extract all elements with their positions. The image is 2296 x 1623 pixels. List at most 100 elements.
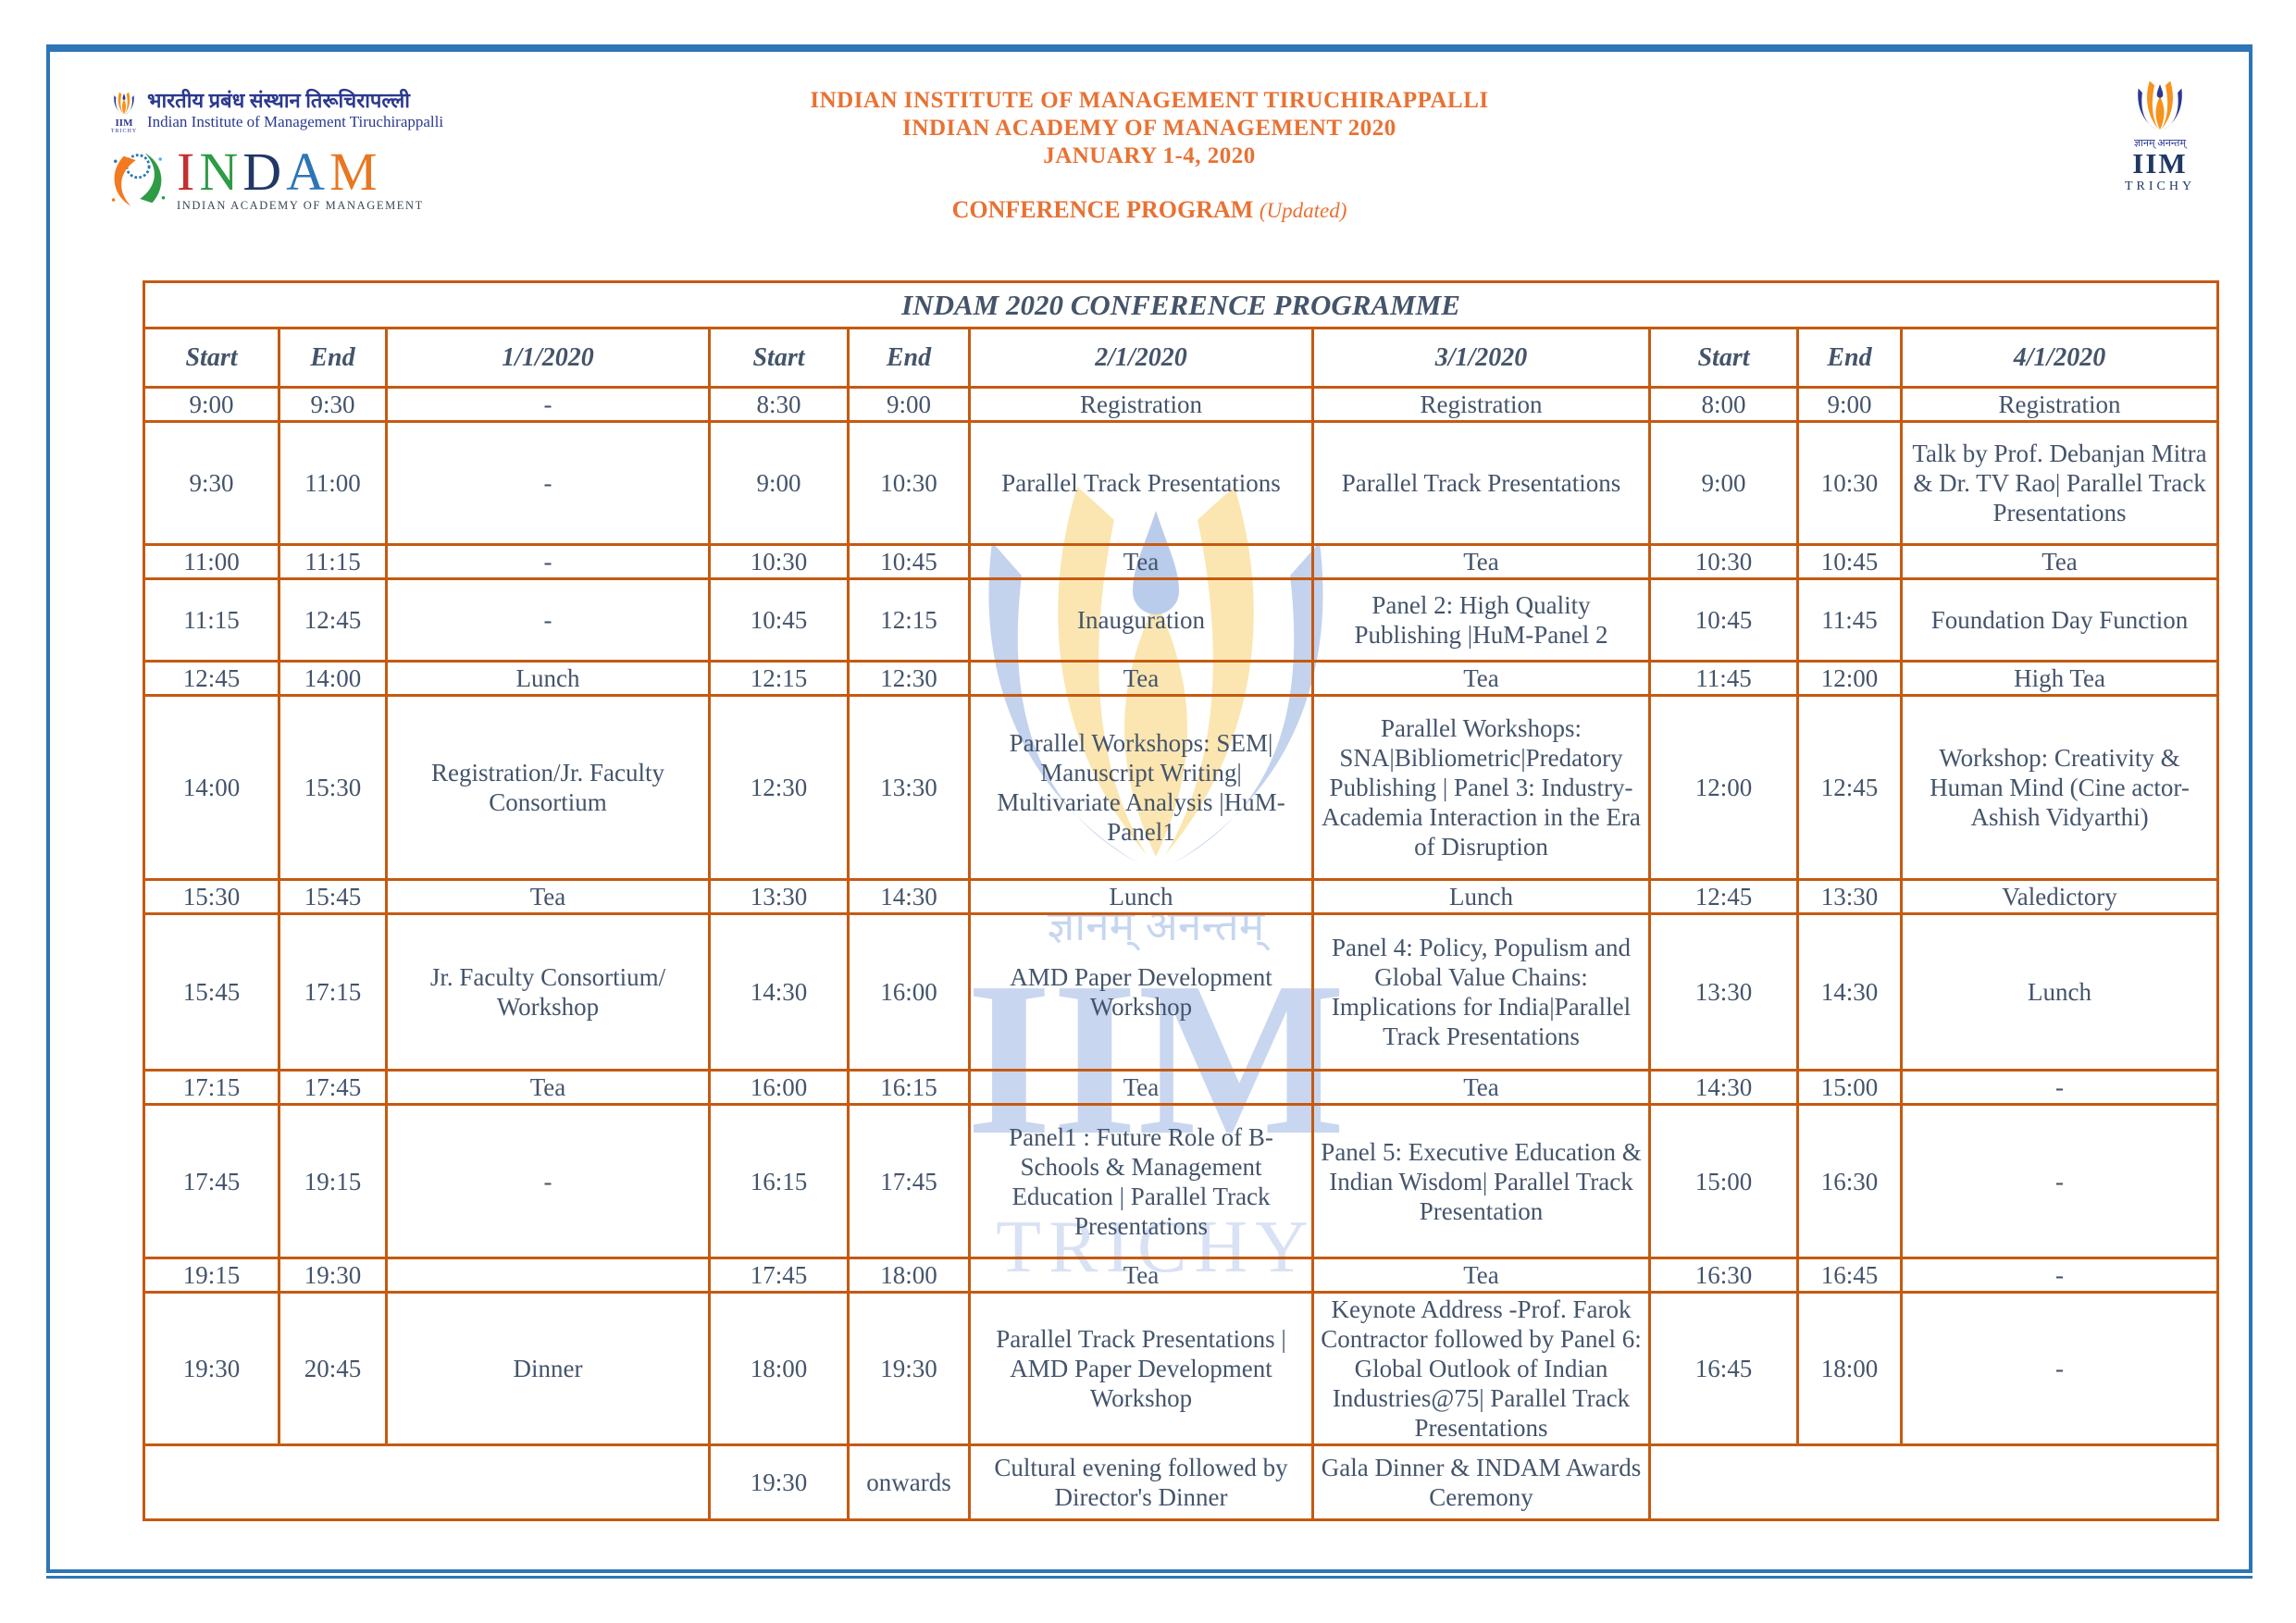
schedule-cell: 16:45 (1796, 1257, 1903, 1294)
indam-text-block: INDAM INDIAN ACADEMY OF MANAGEMENT (177, 145, 424, 213)
indam-caption: INDIAN ACADEMY OF MANAGEMENT (177, 199, 424, 213)
schedule-cell: - (385, 543, 711, 580)
schedule-cell: Workshop: Creativity & Human Mind (Cine … (1899, 694, 2220, 881)
schedule-cell: 12:00 (1796, 660, 1903, 697)
schedule-cell: - (1899, 1291, 2220, 1446)
schedule-cell: 17:45 (847, 1103, 971, 1259)
schedule-cell: Tea (385, 1069, 711, 1106)
schedule-cell: 17:15 (143, 1069, 280, 1106)
schedule-cell: 10:30 (847, 420, 971, 546)
schedule-cell: 15:45 (278, 878, 388, 915)
schedule-cell: 14:30 (1648, 1069, 1799, 1106)
schedule-cell: 11:15 (143, 577, 280, 663)
schedule-cell: Talk by Prof. Debanjan Mitra & Dr. TV Ra… (1899, 420, 2220, 546)
column-header: 1/1/2020 (385, 327, 711, 389)
schedule-cell (1647, 1443, 2220, 1521)
schedule-cell: Jr. Faculty Consortium/ Workshop (385, 912, 711, 1072)
schedule-cell: Lunch (385, 660, 711, 697)
program-title-line: CONFERENCE PROGRAM (Updated) (50, 196, 2249, 224)
header-line-3: JANUARY 1-4, 2020 (1043, 143, 1256, 168)
schedule-cell: - (1899, 1103, 2220, 1259)
schedule-cell: Panel 2: High Quality Publishing |HuM-Pa… (1311, 577, 1651, 663)
schedule-cell: 16:00 (847, 912, 971, 1072)
schedule-cell: 18:00 (1796, 1291, 1903, 1446)
iim-trichy-motto: ज्ञानम् अनन्तम् (2133, 138, 2187, 149)
schedule-cell: 10:45 (847, 543, 971, 580)
column-header: 3/1/2020 (1311, 327, 1651, 389)
schedule-cell: 11:45 (1648, 660, 1799, 697)
table-row: 12:45 14:00 Lunch 12:15 12:30 Tea Tea 11:45 12:0… (143, 660, 2220, 697)
schedule-cell: Parallel Track Presentations (968, 420, 1314, 546)
program-updated-note: (Updated) (1259, 199, 1347, 222)
schedule-cell: 12:45 (278, 577, 388, 663)
schedule-cell: 8:30 (708, 386, 850, 423)
schedule-cell: Tea (1311, 1257, 1651, 1294)
schedule-cell: 12:30 (708, 694, 850, 881)
iim-lockup-text: भारतीय प्रबंध संस्थान तिरूचिरापल्ली Indi… (147, 89, 443, 131)
schedule-cell: Registration (1899, 386, 2220, 423)
schedule-cell: 15:00 (1648, 1103, 1799, 1259)
schedule-cell: Valedictory (1899, 878, 2220, 915)
schedule-cell: Tea (1311, 1069, 1651, 1106)
schedule-cell: 10:45 (708, 577, 850, 663)
table-row: 15:45 17:15 Jr. Faculty Consortium/ Worksh… (143, 912, 2220, 1072)
table-row: 19:30 onwards Cultural evening followed by… (143, 1443, 2220, 1521)
schedule-cell: 16:30 (1796, 1103, 1903, 1259)
indam-letter: A (286, 142, 329, 203)
schedule-cell: Tea (1311, 543, 1651, 580)
schedule-cell: 14:30 (847, 878, 971, 915)
schedule-cell: Lunch (1899, 912, 2220, 1072)
schedule-cell: 10:30 (1648, 543, 1799, 580)
schedule-cell: 17:15 (278, 912, 388, 1072)
schedule-cell: 9:00 (708, 420, 850, 546)
iim-trichy-iim: IIM (2132, 147, 2188, 180)
schedule-cell: 17:45 (278, 1069, 388, 1106)
schedule-cell: 15:00 (1796, 1069, 1903, 1106)
schedule-cell: Tea (385, 878, 711, 915)
indam-letter: N (199, 142, 243, 203)
schedule-cell: 19:15 (278, 1103, 388, 1259)
column-header: Start (708, 327, 850, 389)
schedule-cell: 19:30 (708, 1443, 850, 1521)
iim-tiruchirappalli-logo: IIM TRICHY भारतीय प्रबंध संस्थान तिरूचिर… (107, 89, 443, 135)
schedule-cell: Lunch (968, 878, 1314, 915)
conference-schedule-table: INDAM 2020 CONFERENCE PROGRAMME Start End 1… (142, 280, 2220, 1521)
schedule-cell: 15:30 (143, 878, 280, 915)
schedule-cell: 9:00 (1648, 420, 1799, 546)
schedule-cell: 9:30 (278, 386, 388, 423)
schedule-cell: 19:15 (143, 1257, 280, 1294)
schedule-cell: 11:00 (143, 543, 280, 580)
table-row: 9:30 11:00-9:00 10:30 Parallel Track Presen… (143, 420, 2220, 546)
schedule-cell: - (1899, 1257, 2220, 1294)
table-row: 15:30 15:45 Tea 13:30 14:30 Lunch Lunch 12:45 13… (143, 878, 2220, 915)
program-label: CONFERENCE PROGRAM (951, 196, 1254, 223)
schedule-cell: 9:00 (143, 386, 280, 423)
schedule-cell: 14:00 (143, 694, 280, 881)
schedule-cell: 10:30 (708, 543, 850, 580)
schedule-cell: 18:00 (708, 1291, 850, 1446)
trichy-small: TRICHY (110, 129, 138, 134)
schedule-cell: Dinner (385, 1291, 711, 1446)
left-logo-block: IIM TRICHY भारतीय प्रबंध संस्थान तिरूचिर… (107, 89, 443, 213)
schedule-cell: Inauguration (968, 577, 1314, 663)
iim-mini-mark: IIM TRICHY (107, 89, 141, 135)
indam-letter: D (242, 142, 287, 203)
schedule-cell: 15:30 (278, 694, 388, 881)
schedule-cell: Foundation Day Function (1899, 577, 2220, 663)
schedule-cell: - (385, 577, 711, 663)
schedule-cell: 9:00 (847, 386, 971, 423)
table-row: 11:00 11:15-10:30 10:45 Tea Tea 10:30 10:45 Tea (143, 543, 2220, 580)
schedule-cell: 12:15 (708, 660, 850, 697)
column-header: End (1796, 327, 1903, 389)
schedule-cell: 12:30 (847, 660, 971, 697)
schedule-cell: 13:30 (1648, 912, 1799, 1072)
schedule-cell: Tea (968, 1257, 1314, 1294)
table-row: 9:00 9:30-8:30 9:00 Registration Registratio… (143, 386, 2220, 423)
indam-letter: I (177, 142, 200, 203)
iim-trichy-flame-icon (2138, 81, 2182, 131)
schedule-cell: 14:00 (278, 660, 388, 697)
column-header: 4/1/2020 (1899, 327, 2220, 389)
iim-trichy-name: TRICHY (2124, 179, 2196, 193)
schedule-cell: Tea (968, 660, 1314, 697)
schedule-cell: 15:45 (143, 912, 280, 1072)
